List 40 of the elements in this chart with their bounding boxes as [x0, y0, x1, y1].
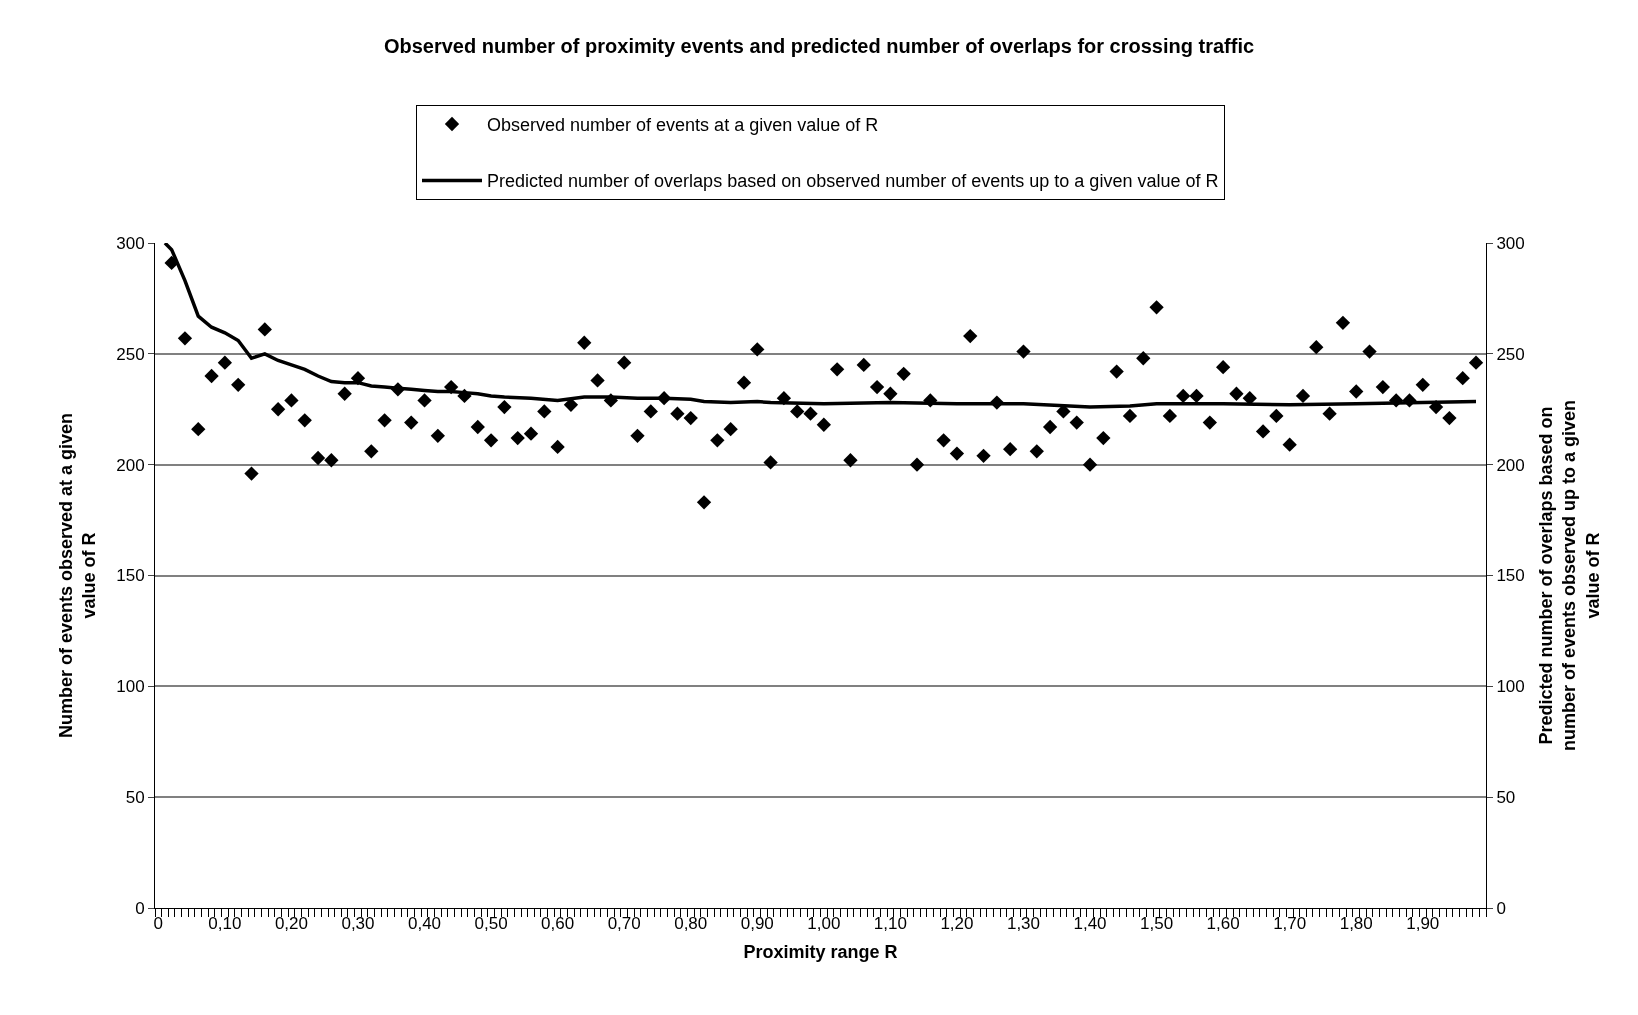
x-tick-label: 0,30 [341, 914, 375, 934]
y-tick-label: 0 [135, 898, 145, 918]
y2-tick-label: 150 [1496, 566, 1525, 586]
x-axis-title: Proximity range R [743, 941, 898, 962]
y2-axis-title: Predicted number of overlaps based on number of events observed up to a given value of R [1535, 399, 1603, 752]
y2-tick-label: 0 [1496, 898, 1506, 918]
y-axis-title: Number of events observed at a given value of R [56, 412, 100, 739]
y2-tick-label: 50 [1496, 788, 1516, 808]
x-tick-label: 0,70 [607, 914, 641, 934]
x-tick-label: 1,70 [1273, 914, 1307, 934]
x-tick-label: 0,90 [740, 914, 774, 934]
x-tick-label: 0 [153, 914, 164, 934]
y-tick-label: 100 [116, 677, 145, 697]
x-tick-label: 1,10 [873, 914, 907, 934]
x-tick-label: 1,60 [1206, 914, 1240, 934]
y2-tick-label: 100 [1496, 677, 1525, 697]
legend-label: Observed number of events at a given value of R [487, 115, 879, 135]
y2-tick-label: 200 [1496, 455, 1525, 475]
chart-title: Observed number of proximity events and predicted number of overlaps for crossing traffic [383, 34, 1255, 57]
x-tick-label: 1,40 [1073, 914, 1107, 934]
x-tick-label: 1,50 [1140, 914, 1174, 934]
y-tick-label: 150 [116, 566, 145, 586]
y-tick-label: 200 [116, 455, 145, 475]
y-tick-label: 300 [116, 233, 145, 253]
x-tick-label: 1,90 [1406, 914, 1440, 934]
x-tick-label: 1,80 [1339, 914, 1373, 934]
y2-tick-label: 250 [1496, 344, 1525, 364]
y-tick-label: 250 [116, 344, 145, 364]
x-tick-label: 1,30 [1006, 914, 1041, 934]
x-tick-label: 0,80 [674, 914, 708, 934]
x-tick-label: 1,20 [940, 914, 974, 934]
x-tick-label: 0,50 [474, 914, 508, 934]
legend-label: Predicted number of overlaps based on observed number of events up to a given value of R [487, 171, 1219, 192]
x-tick-label: 0,10 [208, 914, 242, 934]
x-tick-label: 0,40 [407, 914, 442, 934]
y-tick-label: 50 [125, 788, 145, 808]
x-tick-label: 0,60 [541, 914, 575, 934]
y2-tick-label: 300 [1496, 233, 1525, 253]
x-tick-label: 1,00 [807, 914, 841, 934]
x-tick-label: 0,20 [274, 914, 308, 934]
